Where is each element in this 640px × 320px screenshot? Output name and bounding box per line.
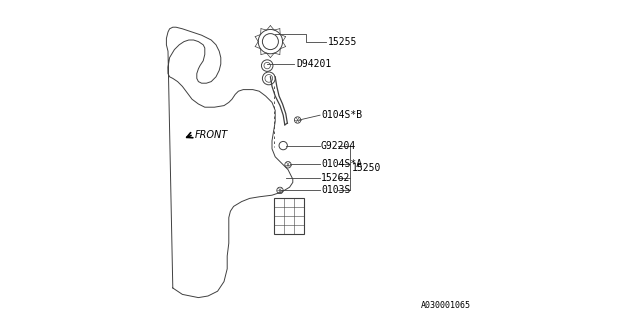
Text: 15250: 15250	[352, 163, 381, 173]
Text: A030001065: A030001065	[420, 301, 470, 310]
Text: 15255: 15255	[328, 36, 357, 47]
Text: 0104S*B: 0104S*B	[321, 110, 362, 120]
Text: D94201: D94201	[296, 59, 332, 69]
Text: G92204: G92204	[321, 140, 356, 151]
Text: 0104S*A: 0104S*A	[321, 159, 362, 169]
Text: 0103S: 0103S	[321, 185, 350, 196]
Bar	[274, 198, 304, 234]
Text: FRONT: FRONT	[195, 130, 228, 140]
Text: 15262: 15262	[321, 172, 350, 183]
